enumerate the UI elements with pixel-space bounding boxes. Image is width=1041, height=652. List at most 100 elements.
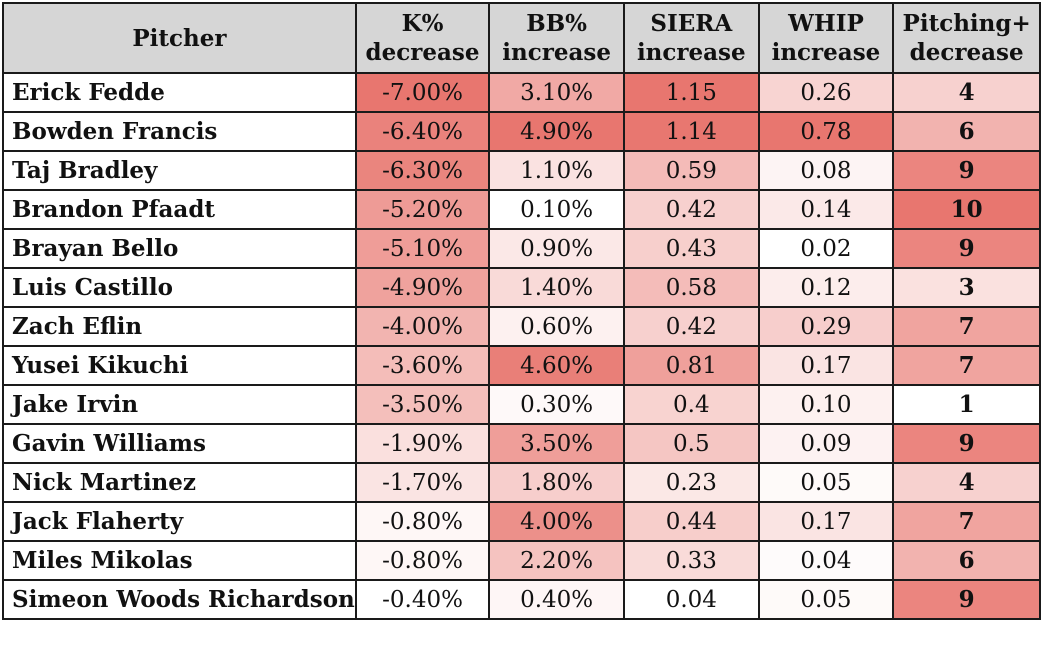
siera-increase-cell: 0.58	[622, 267, 760, 308]
pitcher-name-cell: Jack Flaherty	[2, 501, 357, 542]
whip-increase-cell: 0.29	[757, 306, 895, 347]
siera-increase-cell: 0.44	[622, 501, 760, 542]
whip-increase-cell: 0.14	[757, 189, 895, 230]
whip-increase-cell: 0.26	[757, 72, 895, 113]
pitcher-name-cell: Jake Irvin	[2, 384, 357, 425]
pitcher-name-cell: Brandon Pfaadt	[2, 189, 357, 230]
pitching-plus-decrease-cell: 7	[892, 306, 1041, 347]
k-pct-decrease-cell: -7.00%	[354, 72, 491, 113]
pitching-plus-decrease-cell: 7	[892, 345, 1041, 386]
k-pct-decrease-cell: -4.00%	[354, 306, 491, 347]
siera-increase-cell: 1.14	[622, 111, 760, 152]
k-pct-decrease-cell: -0.40%	[354, 579, 491, 620]
siera-increase-cell: 0.04	[622, 579, 760, 620]
pitcher-name-cell: Yusei Kikuchi	[2, 345, 357, 386]
pitcher-name-cell: Nick Martinez	[2, 462, 357, 503]
column-header-siera-increase: SIERA increase	[622, 2, 760, 74]
whip-increase-cell: 0.05	[757, 462, 895, 503]
siera-increase-cell: 0.81	[622, 345, 760, 386]
bb-pct-increase-cell: 1.80%	[488, 462, 625, 503]
column-header-text: Pitching+	[902, 10, 1031, 37]
bb-pct-increase-cell: 2.20%	[488, 540, 625, 581]
siera-increase-cell: 0.42	[622, 189, 760, 230]
siera-increase-cell: 0.33	[622, 540, 760, 581]
whip-increase-cell: 0.78	[757, 111, 895, 152]
bb-pct-increase-cell: 0.40%	[488, 579, 625, 620]
pitcher-name-cell: Taj Bradley	[2, 150, 357, 191]
k-pct-decrease-cell: -1.70%	[354, 462, 491, 503]
whip-increase-cell: 0.17	[757, 345, 895, 386]
bb-pct-increase-cell: 0.90%	[488, 228, 625, 269]
bb-pct-increase-cell: 3.50%	[488, 423, 625, 464]
pitcher-name-cell: Erick Fedde	[2, 72, 357, 113]
bb-pct-increase-cell: 4.00%	[488, 501, 625, 542]
pitcher-name-cell: Brayan Bello	[2, 228, 357, 269]
k-pct-decrease-cell: -3.50%	[354, 384, 491, 425]
pitcher-name-cell: Luis Castillo	[2, 267, 357, 308]
bb-pct-increase-cell: 1.10%	[488, 150, 625, 191]
pitcher-name-cell: Simeon Woods Richardson	[2, 579, 357, 620]
bb-pct-increase-cell: 1.40%	[488, 267, 625, 308]
table-row: Miles Mikolas -0.80% 2.20% 0.33 0.04 6	[2, 540, 1041, 581]
bb-pct-increase-cell: 3.10%	[488, 72, 625, 113]
bb-pct-increase-cell: 4.90%	[488, 111, 625, 152]
pitching-plus-decrease-cell: 4	[892, 462, 1041, 503]
column-header-k-pct-decrease: K% decrease	[354, 2, 491, 74]
siera-increase-cell: 1.15	[622, 72, 760, 113]
bb-pct-increase-cell: 4.60%	[488, 345, 625, 386]
table-row: Nick Martinez -1.70% 1.80% 0.23 0.05 4	[2, 462, 1041, 503]
pitching-plus-decrease-cell: 9	[892, 423, 1041, 464]
k-pct-decrease-cell: -4.90%	[354, 267, 491, 308]
column-header-pitcher: Pitcher	[2, 2, 357, 74]
table-body: Erick Fedde -7.00% 3.10% 1.15 0.26 4 Bowden Fr…	[2, 72, 1041, 620]
whip-increase-cell: 0.09	[757, 423, 895, 464]
pitching-plus-decrease-cell: 6	[892, 111, 1041, 152]
pitching-plus-decrease-cell: 1	[892, 384, 1041, 425]
column-header-text: increase	[771, 39, 881, 66]
column-header-text: decrease	[365, 39, 480, 66]
table-row: Taj Bradley -6.30% 1.10% 0.59 0.08 9	[2, 150, 1041, 191]
k-pct-decrease-cell: -1.90%	[354, 423, 491, 464]
k-pct-decrease-cell: -0.80%	[354, 540, 491, 581]
column-header-text: Pitcher	[132, 24, 227, 52]
pitcher-name-cell: Miles Mikolas	[2, 540, 357, 581]
pitcher-name-cell: Zach Eflin	[2, 306, 357, 347]
k-pct-decrease-cell: -5.10%	[354, 228, 491, 269]
whip-increase-cell: 0.08	[757, 150, 895, 191]
siera-increase-cell: 0.43	[622, 228, 760, 269]
k-pct-decrease-cell: -0.80%	[354, 501, 491, 542]
table-row: Jack Flaherty -0.80% 4.00% 0.44 0.17 7	[2, 501, 1041, 542]
bb-pct-increase-cell: 0.10%	[488, 189, 625, 230]
whip-increase-cell: 0.02	[757, 228, 895, 269]
table-row: Brayan Bello -5.10% 0.90% 0.43 0.02 9	[2, 228, 1041, 269]
column-header-pitching-plus-decrease: Pitching+ decrease	[892, 2, 1041, 74]
siera-increase-cell: 0.23	[622, 462, 760, 503]
whip-increase-cell: 0.05	[757, 579, 895, 620]
bb-pct-increase-cell: 0.60%	[488, 306, 625, 347]
column-header-text: K%	[401, 10, 444, 37]
table-row: Gavin Williams -1.90% 3.50% 0.5 0.09 9	[2, 423, 1041, 464]
pitcher-name-cell: Bowden Francis	[2, 111, 357, 152]
pitching-plus-decrease-cell: 9	[892, 150, 1041, 191]
k-pct-decrease-cell: -6.40%	[354, 111, 491, 152]
siera-increase-cell: 0.5	[622, 423, 760, 464]
pitching-plus-decrease-cell: 6	[892, 540, 1041, 581]
k-pct-decrease-cell: -5.20%	[354, 189, 491, 230]
column-header-bb-pct-increase: BB% increase	[488, 2, 625, 74]
table-row: Yusei Kikuchi -3.60% 4.60% 0.81 0.17 7	[2, 345, 1041, 386]
table-row: Luis Castillo -4.90% 1.40% 0.58 0.12 3	[2, 267, 1041, 308]
table-row: Bowden Francis -6.40% 4.90% 1.14 0.78 6	[2, 111, 1041, 152]
column-header-text: decrease	[909, 39, 1024, 66]
table-row: Jake Irvin -3.50% 0.30% 0.4 0.10 1	[2, 384, 1041, 425]
whip-increase-cell: 0.04	[757, 540, 895, 581]
pitcher-name-cell: Gavin Williams	[2, 423, 357, 464]
table-row: Simeon Woods Richardson -0.40% 0.40% 0.04 0.…	[2, 579, 1041, 620]
pitching-plus-decrease-cell: 9	[892, 228, 1041, 269]
pitching-plus-decrease-cell: 3	[892, 267, 1041, 308]
pitching-plus-decrease-cell: 9	[892, 579, 1041, 620]
siera-increase-cell: 0.4	[622, 384, 760, 425]
column-header-text: SIERA	[650, 10, 733, 37]
column-header-text: increase	[636, 39, 746, 66]
table-row: Zach Eflin -4.00% 0.60% 0.42 0.29 7	[2, 306, 1041, 347]
column-header-text: increase	[502, 39, 611, 66]
